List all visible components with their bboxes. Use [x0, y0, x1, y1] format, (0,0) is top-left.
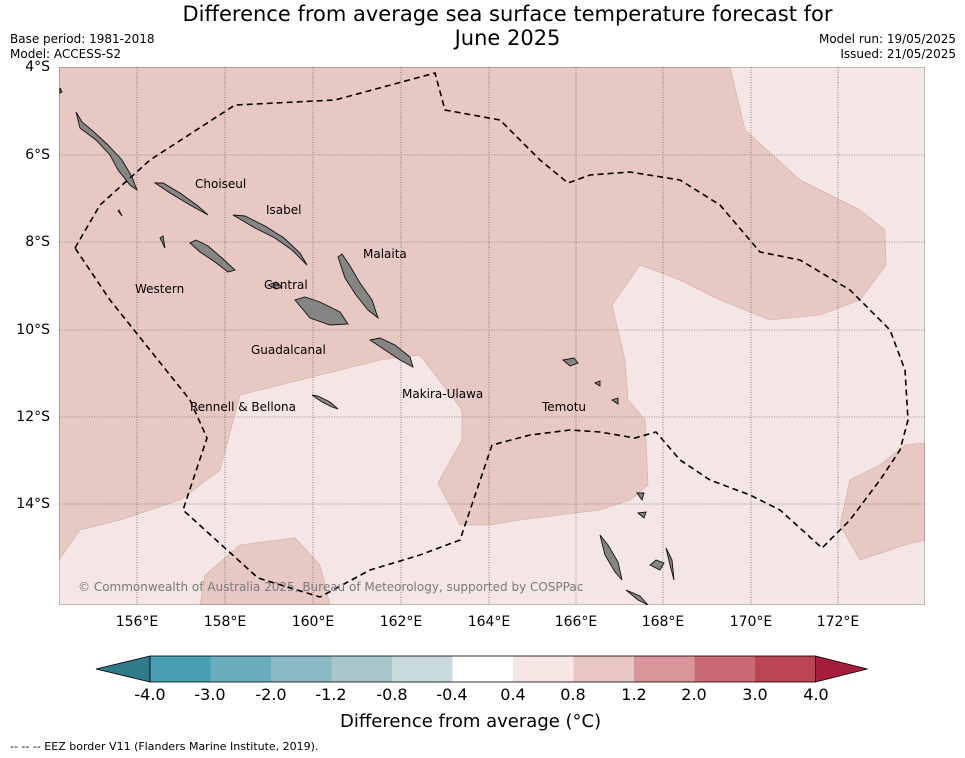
place-label-choiseul: Choiseul: [195, 177, 247, 191]
vanuatu-island-3: [649, 559, 665, 571]
guadalcanal-island: [294, 296, 349, 326]
lon-label-166e: 166°E: [554, 614, 598, 630]
rennell-island: [311, 394, 339, 410]
place-label-central: Central: [264, 278, 308, 292]
small-island-6: [159, 235, 166, 249]
place-label-makira-ulawa: Makira-Ulawa: [402, 387, 484, 401]
santa-cruz-island: [561, 357, 579, 367]
lon-label-168e: 168°E: [641, 614, 685, 630]
chart-title: Difference from average sea surface temp…: [0, 2, 965, 50]
isabel-east-island: [232, 214, 308, 266]
colorbar-label: 0.8: [560, 685, 586, 704]
colorbar-extend-low: [95, 655, 151, 683]
small-island-2: [636, 511, 647, 519]
place-label-western: Western: [135, 282, 185, 296]
colorbar-label: 3.0: [742, 685, 768, 704]
lat-label-14s: 14°S: [16, 496, 50, 512]
lat-label-4s: 4°S: [25, 59, 50, 75]
colorbar-label: 0.4: [500, 685, 526, 704]
place-label-rennell-bellona: Rennell & Bellona: [190, 400, 297, 414]
base-period: Base period: 1981-2018: [10, 32, 155, 46]
colorbar-segment: [573, 656, 634, 682]
colorbar-segment: [271, 656, 332, 682]
small-island-5: [59, 87, 63, 94]
copyright-notice: © Commonwealth of Australia 2025, Bureau…: [78, 580, 584, 594]
meta-left: Base period: 1981-2018 Model: ACCESS-S2: [10, 32, 155, 62]
colorbar-label: -3.0: [194, 685, 226, 704]
colorbar-segment: [513, 656, 574, 682]
lon-label-172e: 172°E: [816, 614, 860, 630]
issued-date: Issued: 21/05/2025: [840, 47, 956, 61]
colorbar-label: -2.0: [255, 685, 287, 704]
lon-label-160e: 160°E: [291, 614, 335, 630]
lon-label-158e: 158°E: [203, 614, 247, 630]
place-label-guadalcanal: Guadalcanal: [251, 343, 326, 357]
colorbar-label: 4.0: [803, 685, 829, 704]
small-island-4: [593, 380, 601, 387]
lat-label-12s: 12°S: [16, 409, 50, 425]
title-line-1: Difference from average sea surface temp…: [182, 2, 833, 26]
colorbar-segment: [392, 656, 453, 682]
florida-island: [266, 281, 283, 290]
lon-label-162e: 162°E: [379, 614, 423, 630]
colorbar-segment: [634, 656, 695, 682]
makira-island: [368, 337, 414, 368]
colorbar-label: 2.0: [681, 685, 707, 704]
colorbar-label: -4.0: [134, 685, 166, 704]
title-line-2: June 2025: [454, 26, 561, 50]
colorbar-label: -0.8: [376, 685, 408, 704]
colorbar-extend-high: [815, 655, 868, 683]
lon-label-164e: 164°E: [467, 614, 511, 630]
model-name: Model: ACCESS-S2: [10, 47, 122, 61]
eez-border: [74, 72, 909, 598]
place-label-malaita: Malaita: [363, 247, 407, 261]
colorbar-label: 1.2: [621, 685, 647, 704]
colorbar-border: [149, 655, 816, 683]
colorbar-segment: [452, 656, 513, 682]
anomaly-band-medium-se: [839, 442, 925, 561]
eez-legend-note: -- -- -- EEZ border V11 (Flanders Marine…: [10, 740, 319, 753]
vanuatu-island-2: [625, 589, 649, 605]
land: [59, 87, 675, 605]
colorbar-segment: [210, 656, 271, 682]
choiseul-island: [75, 111, 138, 192]
colorbar-segment: [150, 656, 211, 682]
colorbar-segment: [694, 656, 755, 682]
small-island-3: [610, 397, 619, 405]
lat-label-10s: 10°S: [16, 322, 50, 338]
place-label-temotu: Temotu: [542, 400, 587, 414]
lat-label-6s: 6°S: [25, 147, 50, 163]
small-island-7: [117, 209, 123, 217]
small-island-1: [636, 492, 645, 502]
place-label-isabel: Isabel: [266, 203, 302, 217]
colorbar-label: -0.4: [436, 685, 468, 704]
anomaly-band-medium: [59, 67, 887, 561]
malaita-island: [337, 253, 379, 320]
colorbar-segment: [755, 656, 816, 682]
colorbar-label: -1.2: [315, 685, 347, 704]
colorbar-title: Difference from average (°C): [340, 711, 602, 732]
colorbar-segment: [331, 656, 392, 682]
lon-label-156e: 156°E: [115, 614, 159, 630]
isabel-island: [153, 182, 209, 216]
graticule: [59, 67, 925, 605]
vanuatu-island-4: [665, 547, 675, 581]
lat-label-8s: 8°S: [25, 234, 50, 250]
model-run: Model run: 19/05/2025: [818, 32, 956, 46]
lon-label-170e: 170°E: [729, 614, 773, 630]
vanuatu-north-island: [599, 534, 623, 581]
new-georgia-island: [189, 239, 236, 273]
meta-right: Model run: 19/05/2025 Issued: 21/05/2025: [819, 32, 956, 62]
